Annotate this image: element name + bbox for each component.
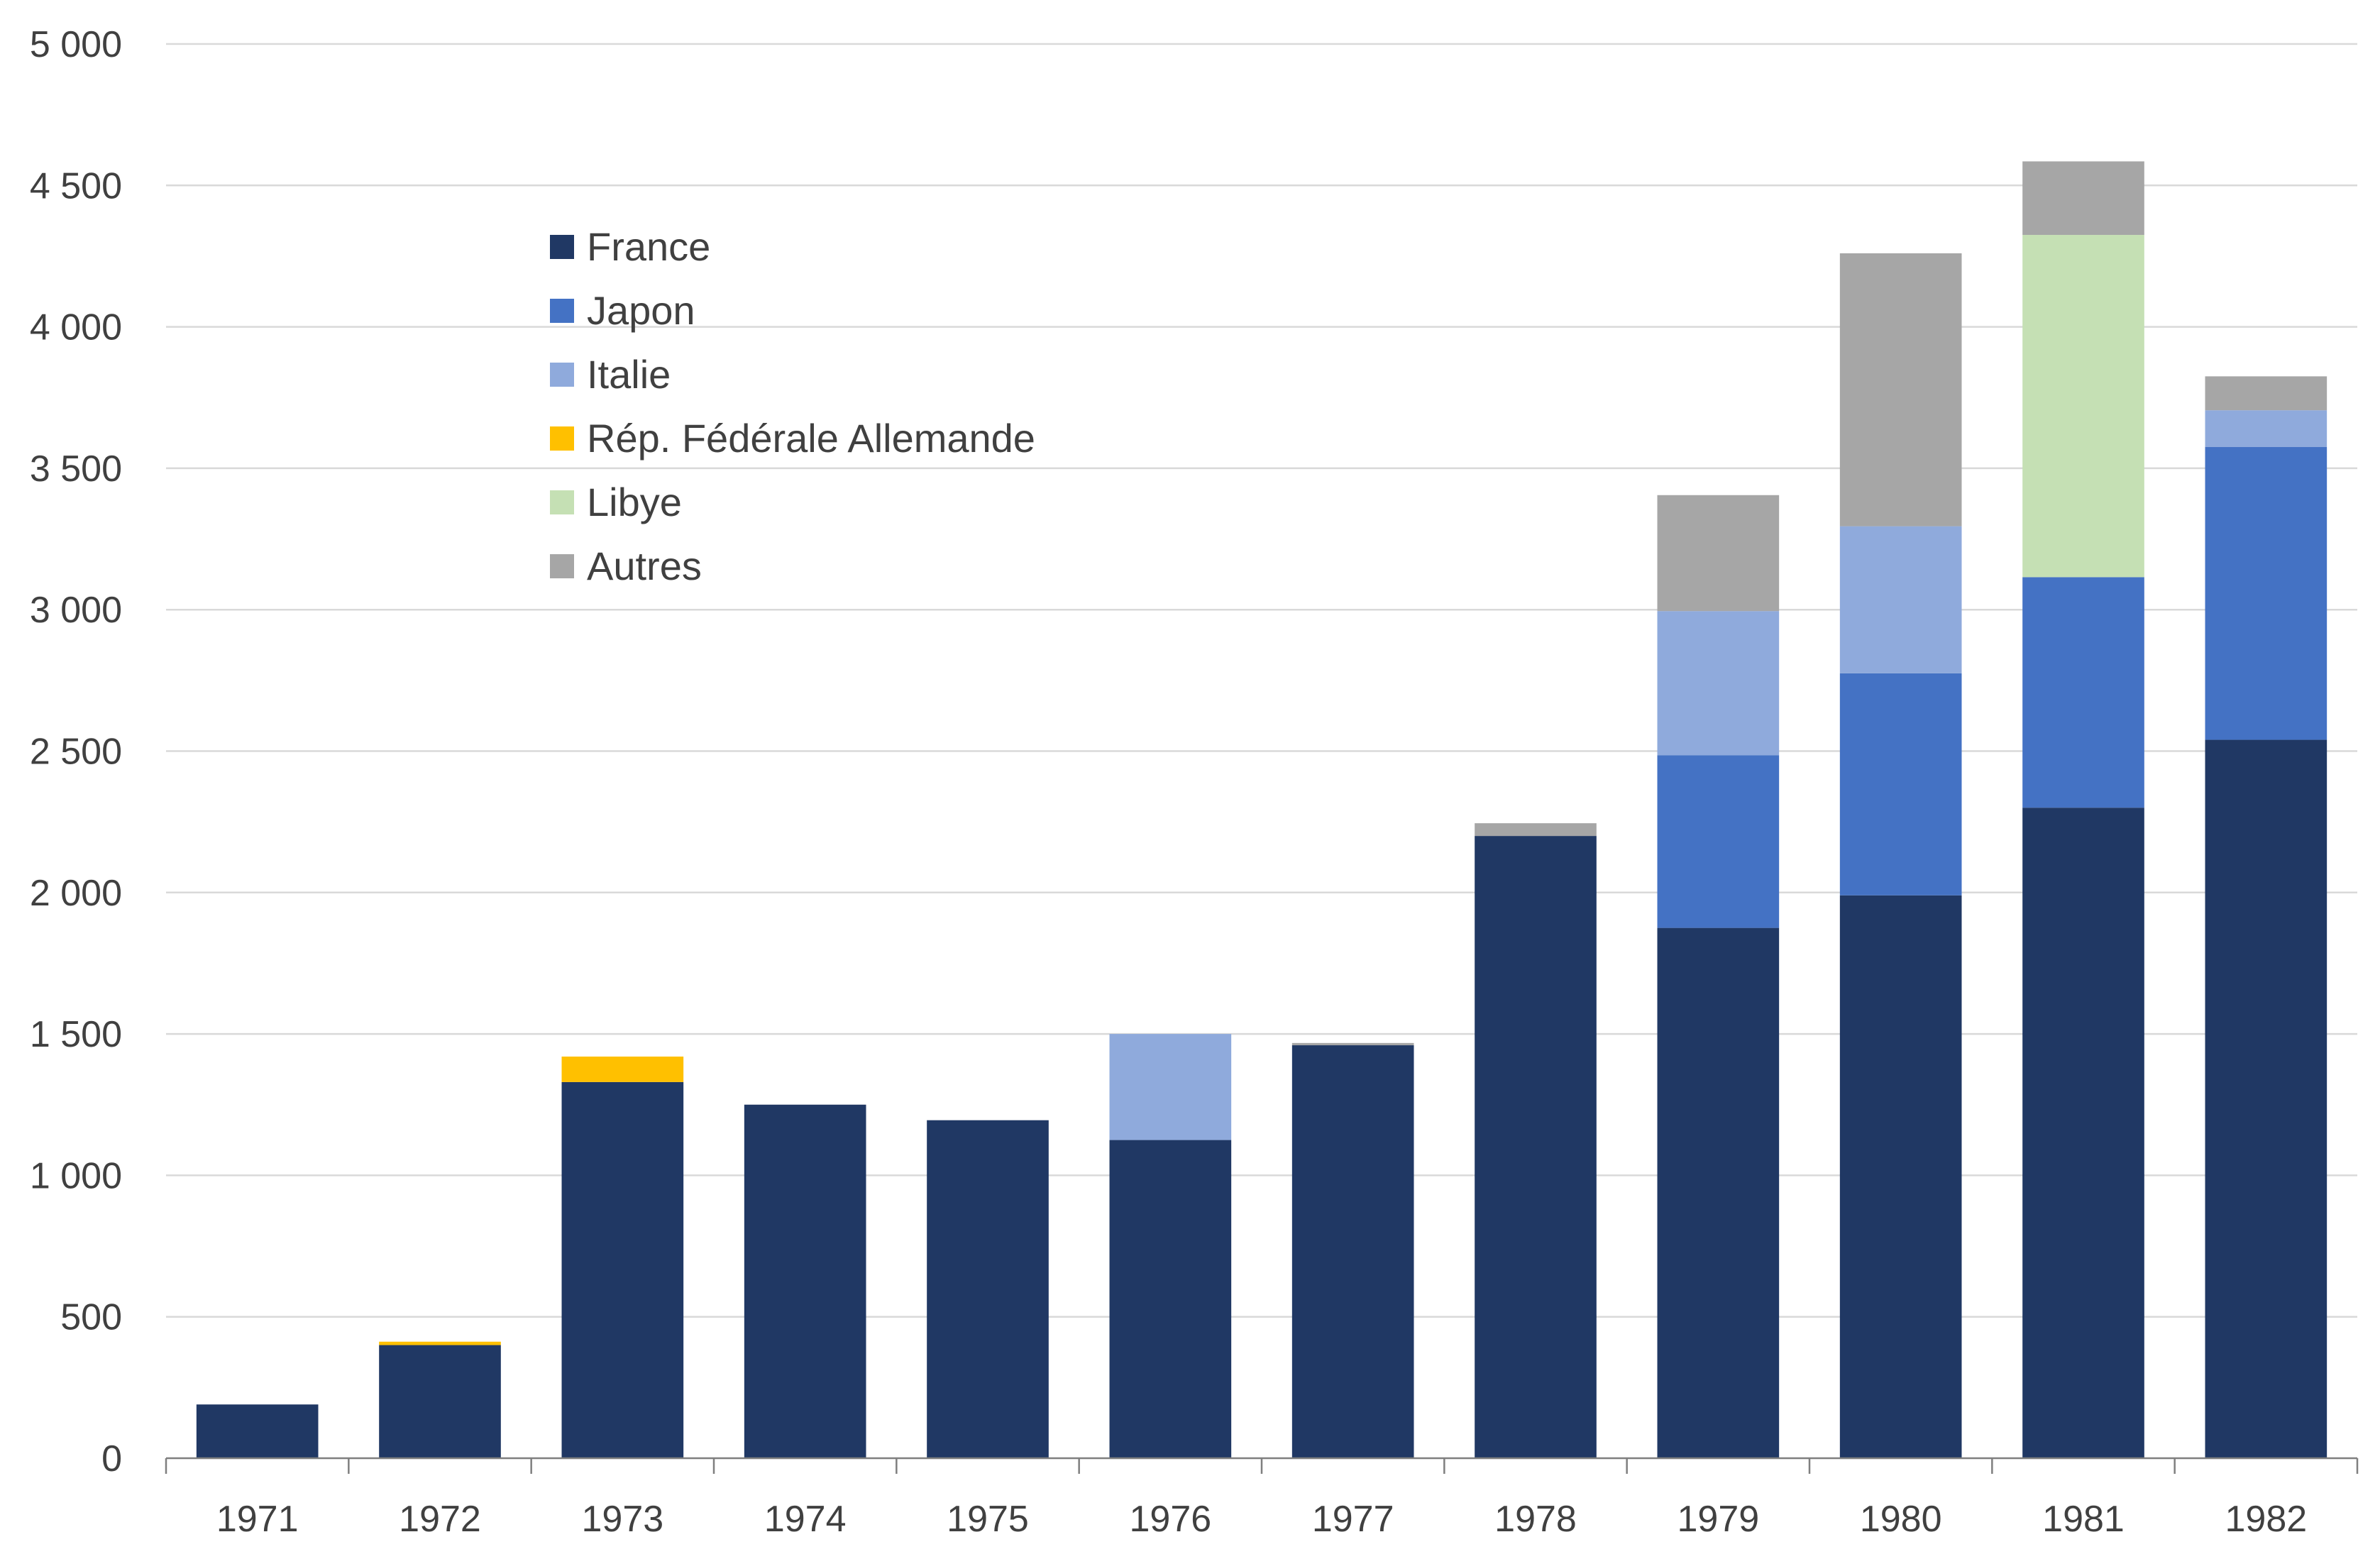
y-tick-label: 1 500 <box>30 1014 122 1055</box>
legend-swatch <box>550 299 574 323</box>
x-tick-label: 1981 <box>2042 1499 2125 1540</box>
bar-segment <box>561 1056 684 1082</box>
bar-segment <box>196 1404 319 1458</box>
legend-swatch <box>550 490 574 514</box>
bar-segment <box>744 1104 866 1458</box>
x-tick-label: 1976 <box>1129 1499 1211 1540</box>
bar-segment <box>379 1341 501 1345</box>
y-tick-label: 1 000 <box>30 1155 122 1196</box>
legend-label: Autres <box>587 544 702 588</box>
x-tick-label: 1973 <box>581 1499 663 1540</box>
x-tick-label: 1982 <box>2225 1499 2307 1540</box>
legend-swatch <box>550 426 574 451</box>
bars <box>196 161 2327 1458</box>
y-tick-label: 0 <box>101 1438 122 1479</box>
axes <box>165 1457 2359 1474</box>
legend-swatch <box>550 554 574 578</box>
bar-segment <box>2022 161 2144 236</box>
bar-segment <box>1657 495 1780 612</box>
y-tick-label: 2 000 <box>30 873 122 914</box>
legend-label: Libye <box>587 480 682 524</box>
legend-label: Rép. Fédérale Allemande <box>587 416 1035 461</box>
x-tick-label: 1980 <box>1860 1499 1942 1540</box>
x-tick-label: 1978 <box>1494 1499 1577 1540</box>
x-axis-tick-labels: 1971 1972 1973 1974 1975 1976 1977 1978 1979 1980… <box>216 1499 2307 1540</box>
bar-segment <box>1839 895 1962 1458</box>
bar-segment <box>2022 577 2144 808</box>
bar-segment <box>1475 836 1597 1458</box>
bar-segment <box>2205 739 2327 1458</box>
bar-segment <box>927 1120 1049 1458</box>
x-tick-label: 1977 <box>1312 1499 1394 1540</box>
y-tick-label: 3 500 <box>30 448 122 490</box>
bar-segment <box>1109 1034 1232 1140</box>
bar-segment <box>1657 927 1780 1458</box>
legend-swatch <box>550 235 574 259</box>
x-tick-label: 1972 <box>399 1499 481 1540</box>
x-tick-label: 1979 <box>1677 1499 1759 1540</box>
x-tick-label: 1974 <box>764 1499 847 1540</box>
y-tick-label: 4 000 <box>30 307 122 348</box>
y-tick-label: 3 000 <box>30 590 122 631</box>
bar-segment <box>2022 808 2144 1458</box>
x-tick-label: 1971 <box>216 1499 299 1540</box>
legend-label: Italie <box>587 352 671 397</box>
bar-segment <box>2205 376 2327 411</box>
bar-segment <box>1657 611 1780 756</box>
bar-segment <box>1291 1045 1414 1458</box>
y-axis-tick-labels: 0 500 1 000 1 500 2 000 2 500 3 000 3 500 4 000 4… <box>30 24 122 1479</box>
bar-segment <box>1839 673 1962 896</box>
bar-segment <box>2205 447 2327 740</box>
legend-label: France <box>587 224 710 269</box>
bar-segment <box>1657 755 1780 928</box>
y-tick-label: 500 <box>60 1297 122 1338</box>
bar-segment <box>2205 410 2327 448</box>
gridlines <box>166 43 2357 1318</box>
bar-segment <box>1839 253 1962 527</box>
y-tick-label: 2 500 <box>30 732 122 773</box>
bar-segment <box>2022 235 2144 578</box>
y-tick-label: 4 500 <box>30 165 122 206</box>
legend: France Japon Italie Rép. Fédérale Allemande… <box>550 224 1035 588</box>
y-tick-label: 5 000 <box>30 24 122 65</box>
legend-swatch <box>550 363 574 387</box>
bar-segment <box>1475 823 1597 837</box>
bar-segment <box>561 1081 684 1458</box>
legend-label: Japon <box>587 288 695 333</box>
x-tick-label: 1975 <box>947 1499 1029 1540</box>
bar-segment <box>1291 1042 1414 1046</box>
bar-segment <box>1109 1140 1232 1458</box>
bar-segment <box>379 1345 501 1458</box>
bar-segment <box>1839 526 1962 673</box>
